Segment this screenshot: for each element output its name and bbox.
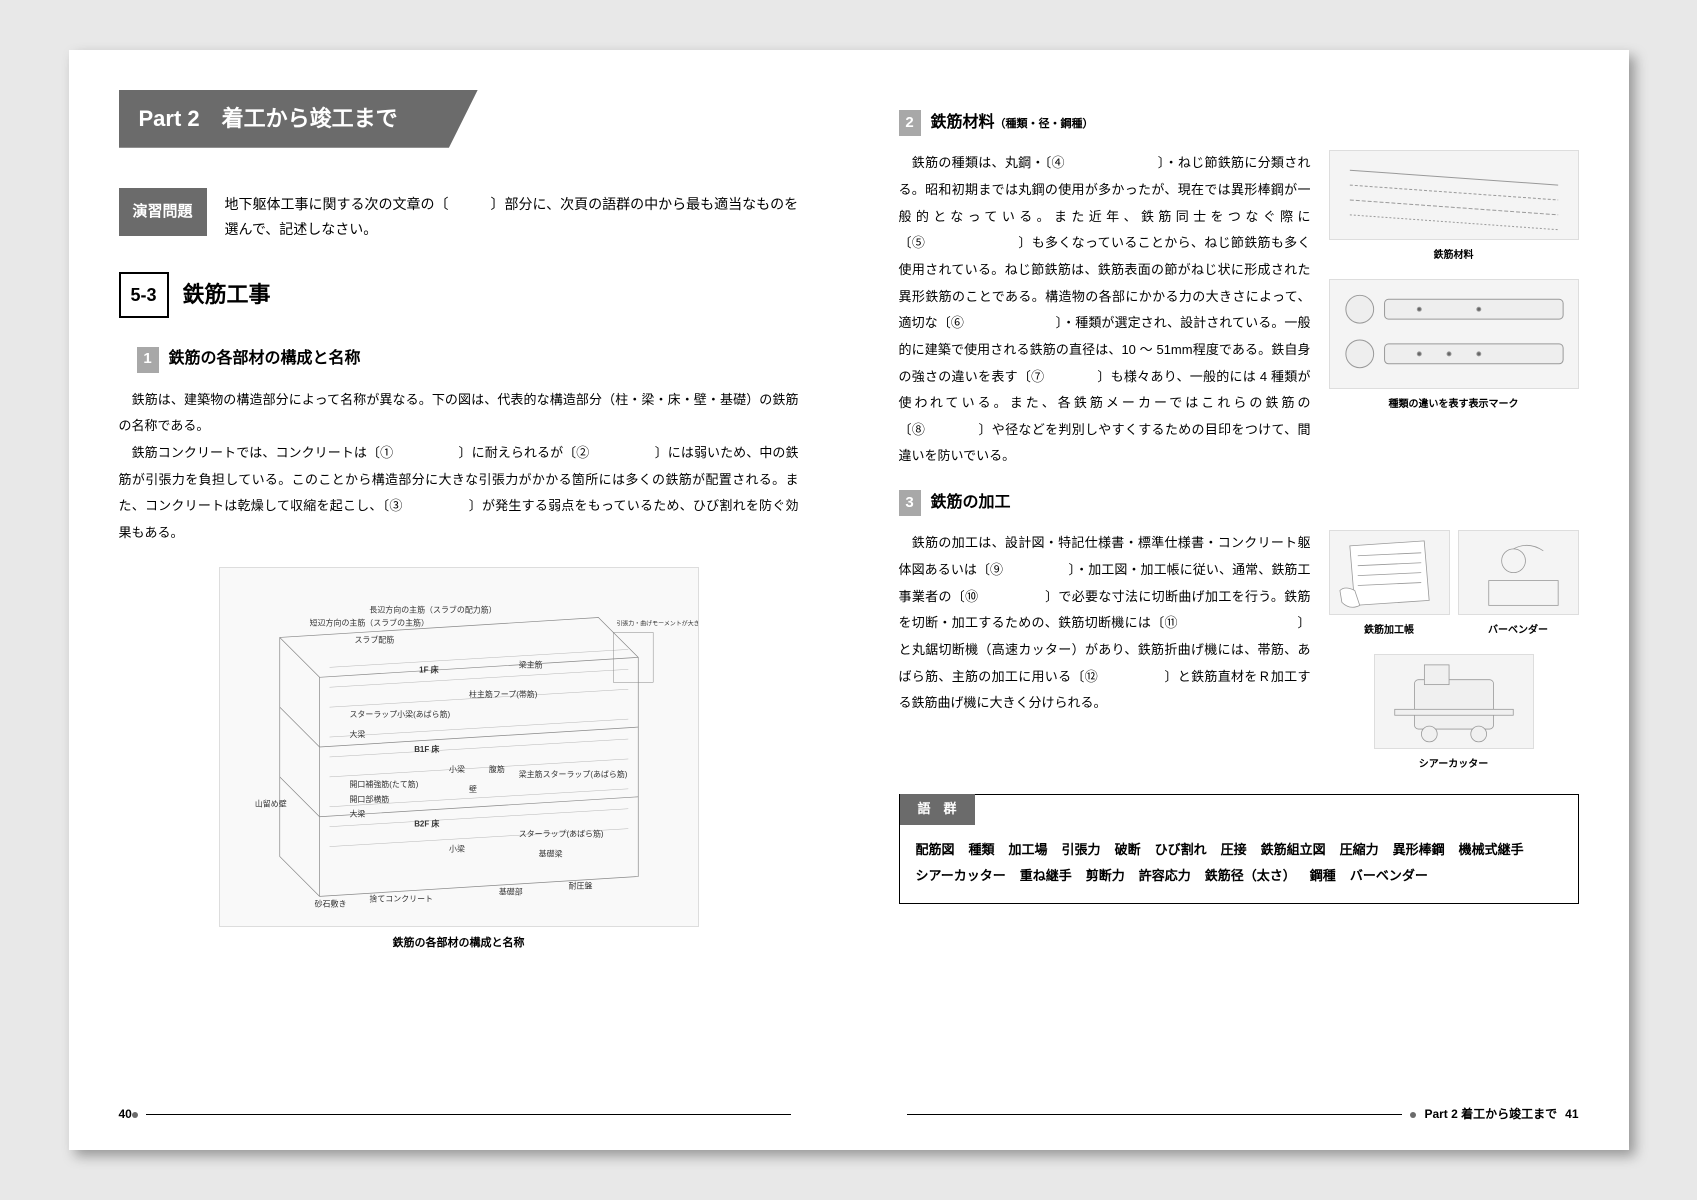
svg-text:短辺方向の主筋（スラブの主筋）: 短辺方向の主筋（スラブの主筋） (309, 617, 428, 627)
subsection-1-title: 鉄筋の各部材の構成と名称 (169, 344, 361, 374)
word-item: 機械式継手 (1459, 842, 1524, 857)
section-number: 5-3 (119, 272, 169, 318)
svg-text:B2F 床: B2F 床 (414, 818, 439, 828)
page-number-left: 40 (119, 1103, 132, 1126)
subsection-1-heading: 1 鉄筋の各部材の構成と名称 (137, 344, 799, 374)
section-title: 鉄筋工事 (183, 274, 271, 316)
svg-text:長辺方向の主筋（スラブの配力筋）: 長辺方向の主筋（スラブの配力筋） (369, 604, 496, 614)
svg-text:引張力・曲げモーメントが大きい箇所には鉄筋が多く配筋される。: 引張力・曲げモーメントが大きい箇所には鉄筋が多く配筋される。 (616, 619, 698, 627)
subsection-2-title: 鉄筋材料（種類・径・鋼種） (931, 108, 1094, 138)
shear-cutter-caption: シアーカッター (1374, 755, 1534, 774)
word-item: 加工場 (1009, 842, 1048, 857)
svg-text:小梁: 小梁 (449, 763, 465, 773)
structure-diagram: 長辺方向の主筋（スラブの配力筋） 短辺方向の主筋（スラブの主筋） スラブ配筋 引… (219, 567, 699, 927)
footer-line-right (907, 1114, 1403, 1115)
process-sheet-caption: 鉄筋加工帳 (1329, 621, 1450, 640)
word-item: 鉄筋径（太さ） (1205, 868, 1296, 883)
diagram-caption: 鉄筋の各部材の構成と名称 (119, 933, 799, 954)
section-2-content: 鉄筋の種類は、丸鋼・〔④ 〕・ねじ節鉄筋に分類される。昭和初期までは丸鋼の使用が… (899, 150, 1579, 470)
body-1a: 鉄筋は、建築物の構造部分によって名称が異なる。下の図は、代表的な構造部分（柱・梁… (119, 387, 799, 440)
section-2-images: 鉄筋材料 種類の違いを表す表示マーク (1329, 150, 1579, 470)
svg-text:大梁: 大梁 (349, 808, 365, 818)
subsection-3-title: 鉄筋の加工 (931, 488, 1011, 518)
svg-text:1F 床: 1F 床 (419, 664, 438, 674)
word-item: 種類 (969, 842, 995, 857)
word-list: 配筋図種類加工場引張力破断ひび割れ圧接鉄筋組立図圧縮力異形棒鋼機械式継手シアーカ… (900, 825, 1578, 903)
page-number-right: 41 (1565, 1103, 1578, 1126)
svg-text:開口補強筋(たて筋): 開口補強筋(たて筋) (349, 778, 418, 788)
word-item: 重ね継手 (1020, 868, 1072, 883)
subsection-3-number: 3 (899, 490, 921, 516)
section-heading: 5-3 鉄筋工事 (119, 272, 799, 318)
subsection-1-number: 1 (137, 347, 159, 373)
footer-line (146, 1114, 791, 1115)
word-item: ひび割れ (1155, 842, 1207, 857)
rebar-mark-caption: 種類の違いを表す表示マーク (1329, 395, 1579, 414)
exercise-label: 演習問題 (119, 188, 207, 237)
footer-text-right: Part 2 着工から竣工まで (1424, 1103, 1557, 1126)
body-1b: 鉄筋コンクリートでは、コンクリートは〔① 〕に耐えられるが〔② 〕には弱いため、… (119, 440, 799, 547)
word-item: 破断 (1115, 842, 1141, 857)
exercise-block: 演習問題 地下躯体工事に関する次の文章の〔 〕部分に、次頁の語群の中から最も適当… (119, 188, 799, 242)
footer-dot (132, 1112, 138, 1118)
word-item: 圧縮力 (1340, 842, 1379, 857)
page-right: 2 鉄筋材料（種類・径・鋼種） 鉄筋の種類は、丸鋼・〔④ 〕・ねじ節鉄筋に分類さ… (849, 50, 1629, 1150)
word-item: 剪断力 (1086, 868, 1125, 883)
word-group-label: 語 群 (900, 794, 975, 825)
word-item: 許容応力 (1139, 868, 1191, 883)
word-item: 鋼種 (1310, 868, 1336, 883)
svg-text:砂石敷き: 砂石敷き (314, 898, 346, 908)
subsection-2-number: 2 (899, 110, 921, 136)
word-item: 圧接 (1221, 842, 1247, 857)
svg-text:スターラップ(あばら筋): スターラップ(あばら筋) (518, 828, 603, 838)
word-item: バーベンダー (1350, 868, 1428, 883)
svg-text:開口部横筋: 開口部横筋 (349, 793, 389, 803)
word-item: 異形棒鋼 (1393, 842, 1445, 857)
shear-cutter-image (1374, 654, 1534, 749)
svg-text:壁: 壁 (468, 783, 476, 793)
svg-text:スターラップ小梁(あばら筋): スターラップ小梁(あばら筋) (349, 709, 450, 719)
svg-text:小梁: 小梁 (449, 843, 465, 853)
svg-text:基礎梁: 基礎梁 (538, 848, 562, 858)
subsection-3-heading: 3 鉄筋の加工 (899, 488, 1579, 518)
body-2: 鉄筋の種類は、丸鋼・〔④ 〕・ねじ節鉄筋に分類される。昭和初期までは丸鋼の使用が… (899, 150, 1311, 470)
svg-text:腹筋: 腹筋 (488, 763, 504, 773)
svg-text:梁主筋: 梁主筋 (518, 659, 542, 669)
svg-text:基礎部: 基礎部 (498, 886, 522, 896)
process-sheet-image (1329, 530, 1450, 615)
footer-dot-right (1410, 1112, 1416, 1118)
page-left: Part 2 着工から竣工まで 演習問題 地下躯体工事に関する次の文章の〔 〕部… (69, 50, 849, 1150)
exercise-text: 地下躯体工事に関する次の文章の〔 〕部分に、次頁の語群の中から最も適当なものを選… (225, 188, 799, 242)
footer-right: Part 2 着工から竣工まで 41 (899, 1103, 1579, 1126)
word-item: 引張力 (1062, 842, 1101, 857)
bar-bender-caption: バーベンダー (1458, 621, 1579, 640)
footer-left: 40 (119, 1103, 799, 1126)
body-3: 鉄筋の加工は、設計図・特記仕様書・標準仕様書・コンクリート躯体図あるいは〔⑨ 〕… (899, 530, 1311, 716)
svg-text:梁主筋スターラップ(あばら筋): 梁主筋スターラップ(あばら筋) (518, 768, 627, 778)
subsection-2-heading: 2 鉄筋材料（種類・径・鋼種） (899, 108, 1579, 138)
word-group-box: 語 群 配筋図種類加工場引張力破断ひび割れ圧接鉄筋組立図圧縮力異形棒鋼機械式継手… (899, 794, 1579, 904)
rebar-material-image (1329, 150, 1579, 240)
word-item: 鉄筋組立図 (1261, 842, 1326, 857)
word-item: シアーカッター (916, 868, 1006, 883)
svg-text:柱主筋フープ(帯筋): 柱主筋フープ(帯筋) (468, 689, 537, 699)
part-banner: Part 2 着工から竣工まで (119, 90, 478, 148)
svg-text:大梁: 大梁 (349, 729, 365, 739)
rebar-mark-image (1329, 279, 1579, 389)
svg-text:スラブ配筋: スラブ配筋 (354, 634, 394, 644)
section-3-images: 鉄筋加工帳 バーベンダー シアーカッター (1329, 530, 1579, 774)
word-item: 配筋図 (916, 842, 955, 857)
svg-text:B1F 床: B1F 床 (414, 744, 439, 754)
book-spread: Part 2 着工から竣工まで 演習問題 地下躯体工事に関する次の文章の〔 〕部… (69, 50, 1629, 1150)
svg-text:捨てコンクリート: 捨てコンクリート (369, 893, 433, 903)
bar-bender-image (1458, 530, 1579, 615)
svg-text:山留め壁: 山留め壁 (254, 798, 286, 808)
svg-text:耐圧盤: 耐圧盤 (568, 880, 592, 890)
rebar-material-caption: 鉄筋材料 (1329, 246, 1579, 265)
section-3-content: 鉄筋の加工は、設計図・特記仕様書・標準仕様書・コンクリート躯体図あるいは〔⑨ 〕… (899, 530, 1579, 774)
